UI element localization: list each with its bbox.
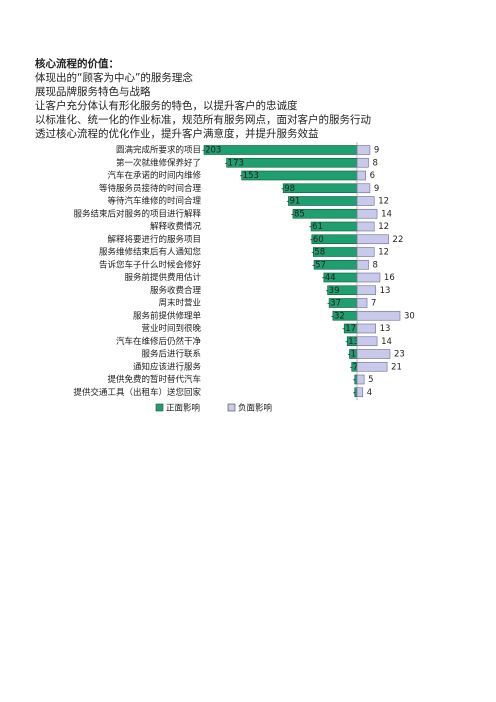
value-label: 12 (378, 248, 389, 258)
bar (356, 361, 388, 372)
heading: 核心流程的价值： (35, 57, 119, 70)
value-label: 5 (368, 375, 373, 385)
bar (356, 349, 391, 359)
text-line: 让客户充分体认有形化服务的特色，以提升客户的忠诚度 (35, 99, 298, 112)
category-label: 服务后进行联系 (141, 349, 201, 360)
legend-swatch (227, 403, 236, 412)
value-label: 16 (384, 273, 395, 283)
legend-swatch (155, 403, 164, 412)
value-label: -173 (225, 158, 244, 168)
value-label: 9 (374, 146, 379, 156)
category-label: 服务前提供修理单 (133, 310, 202, 321)
value-label: 14 (381, 337, 392, 347)
bar (356, 145, 371, 155)
bar (356, 336, 378, 347)
category-label: 提供免费的暂时替代汽车 (107, 374, 201, 385)
value-label: -85 (291, 209, 305, 219)
value-label: -57 (312, 260, 326, 270)
category-label: 服务维修结束后有人通知您 (99, 247, 202, 258)
text-line: 以标准化、统一化的作业标准，规范所有服务网点，面对客户的服务行动 (35, 113, 371, 126)
text-line: 展现品牌服务特色与战略 (35, 85, 151, 98)
category-label: 周末时营业 (158, 298, 201, 309)
value-label: -32 (331, 311, 345, 321)
value-label: 22 (393, 235, 404, 245)
value-label: -60 (310, 235, 324, 245)
bar (356, 247, 375, 257)
category-label: 汽车在维修后仍然干净 (116, 336, 202, 347)
bar (356, 285, 376, 296)
value-label: 12 (378, 197, 389, 207)
bar (356, 221, 375, 232)
bar (356, 259, 369, 270)
category-label: 提供交通工具（出租车）送您回家 (73, 387, 201, 398)
value-label: 6 (370, 171, 375, 181)
bar (356, 374, 365, 385)
value-label: 13 (380, 324, 391, 334)
value-label: 23 (394, 350, 405, 360)
category-label: 等待服务员接待的时间合理 (99, 183, 202, 194)
category-label: 解释将要进行的服务项目 (107, 234, 201, 245)
bar (356, 272, 381, 283)
bar (203, 145, 358, 155)
category-label: 营业时间到很晚 (141, 323, 201, 334)
bar (356, 208, 378, 219)
bar (356, 196, 375, 206)
value-label: 21 (391, 362, 402, 372)
value-label: -61 (309, 222, 323, 232)
value-label: 30 (404, 311, 415, 321)
value-label: -98 (281, 184, 295, 194)
category-label: 通知应该进行服务 (133, 361, 202, 372)
value-label: 8 (372, 260, 377, 270)
value-label: -44 (322, 273, 336, 283)
value-label: -58 (311, 248, 325, 258)
bar (356, 298, 368, 308)
category-label: 服务前提供费用估计 (124, 272, 201, 283)
bar (226, 157, 358, 168)
legend-label: 负面影响 (238, 403, 272, 414)
value-label: 9 (374, 184, 379, 194)
value-label: -91 (286, 197, 300, 207)
legend-label: 正面影响 (166, 403, 200, 414)
category-label: 等待汽车维修的时间合理 (107, 196, 201, 207)
category-label: 汽车在承诺的时间内维修 (107, 170, 201, 181)
value-label: -37 (327, 299, 341, 309)
category-label: 服务结束后对服务的项目进行解释 (73, 208, 201, 219)
value-label: 14 (381, 209, 392, 219)
category-label: 圆满完成所要求的项目 (116, 145, 201, 156)
bar (356, 310, 401, 321)
category-label: 解释收费情况 (150, 221, 202, 232)
category-label: 第一次就维修保养好了 (116, 157, 201, 168)
text-line: 体现出的“顾客为中心”的服务理念 (35, 71, 193, 84)
value-label: 12 (378, 222, 389, 232)
bar (356, 157, 369, 168)
bar (356, 234, 389, 245)
category-label: 服务收费合理 (150, 285, 202, 296)
value-label: -17 (342, 324, 356, 334)
value-label: -39 (326, 286, 340, 296)
value-label: 4 (367, 388, 372, 398)
value-label: -153 (240, 171, 259, 181)
bar (356, 170, 366, 181)
category-label: 告诉您车子什么时候会修好 (99, 259, 202, 270)
bar (356, 183, 371, 194)
value-label: 13 (380, 286, 391, 296)
value-label: -203 (202, 146, 221, 156)
bar (356, 323, 376, 334)
value-label: -7 (350, 362, 358, 372)
bar (356, 387, 364, 398)
value-label: 8 (372, 158, 377, 168)
value-label: -10 (347, 350, 361, 360)
value-label: 7 (371, 299, 376, 309)
text-line: 透过核心流程的优化作业，提升客户满意度，并提升服务效益 (35, 127, 319, 140)
value-label: -13 (345, 337, 359, 347)
